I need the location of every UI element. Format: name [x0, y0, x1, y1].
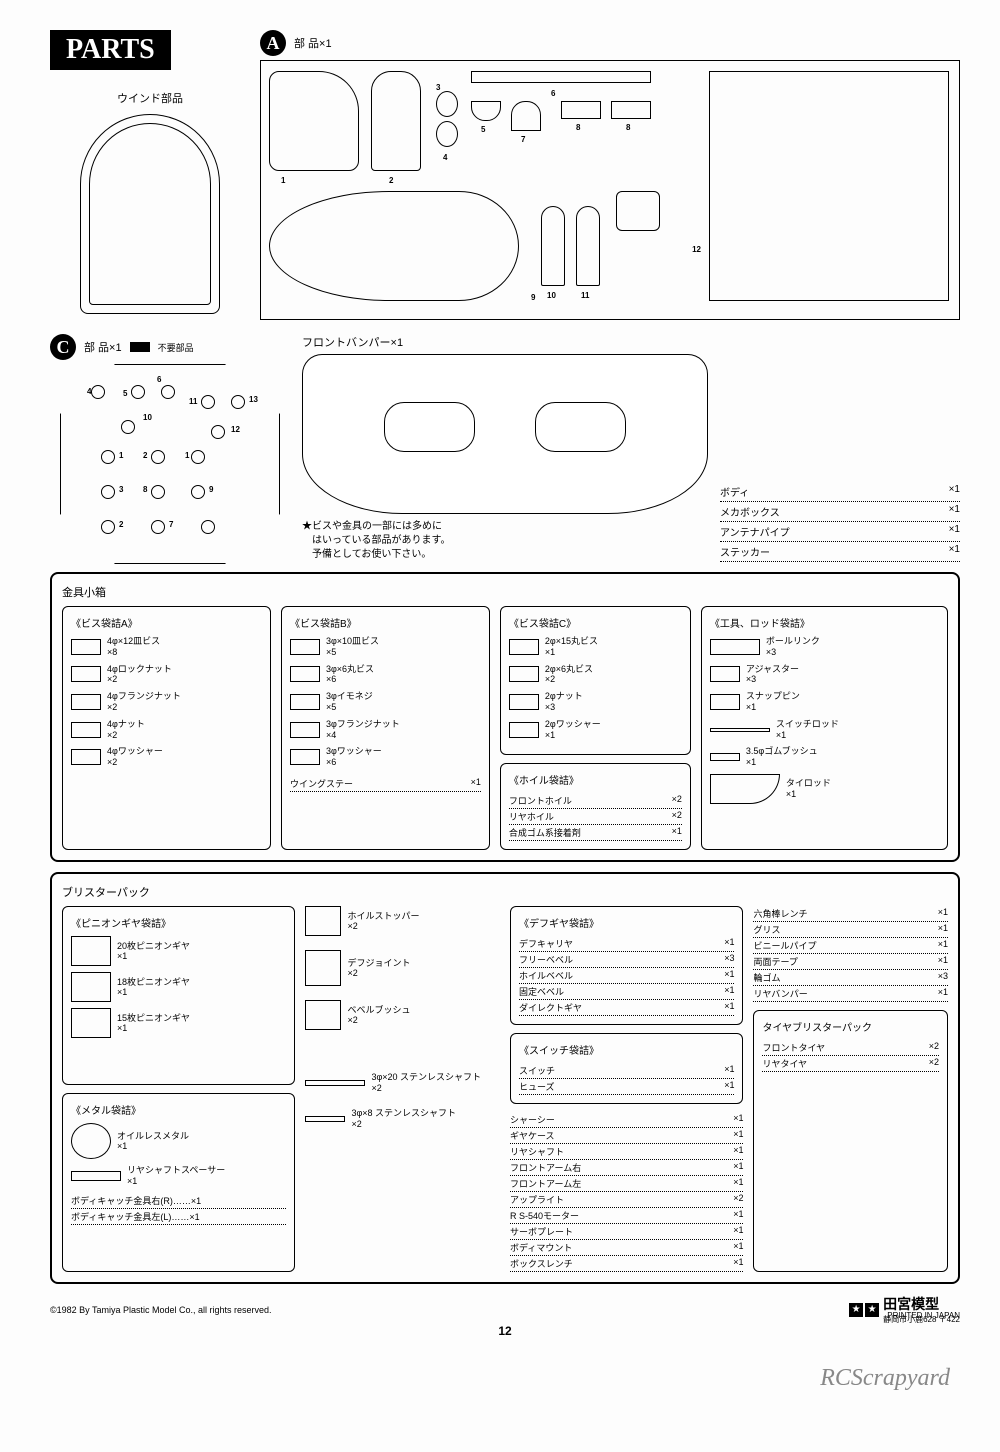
- hardware-title: 金具小箱: [62, 584, 948, 600]
- loose-parts-list: ボディ×1 メカボックス×1 アンテナパイプ×1 ステッカー×1: [720, 482, 960, 562]
- sprue-c-letter: C: [50, 334, 76, 360]
- tools-list: 六角棒レンチ×1 グリス×1 ビニールパイプ×1 両面テープ×1 輪ゴム×3 リ…: [753, 906, 948, 1002]
- sprue-a-label: 部 品×1: [294, 35, 332, 51]
- wheel-bag-title: 《ホイル袋詰》: [509, 772, 682, 787]
- tool-bag-title: 《工具、ロッド袋詰》: [710, 615, 939, 630]
- tire-pack-box: タイヤブリスターパック フロントタイヤ×2 リヤタイヤ×2: [753, 1010, 948, 1272]
- window-diagram: [80, 114, 220, 314]
- page-number: 12: [50, 1324, 960, 1338]
- bag-a-title: 《ビス袋詰A》: [71, 615, 262, 630]
- blister-title: ブリスターパック: [62, 884, 948, 900]
- bag-c-title: 《ビス袋詰C》: [509, 615, 682, 630]
- sprue-a-letter: A: [260, 30, 286, 56]
- sprue-c-diagram: 4 5 6 11 13 10 12 1 2 1 3 8 9 2 7: [60, 364, 280, 564]
- sprue-c-label: 部 品×1: [84, 339, 122, 355]
- tamiya-logo-icon: ★★: [849, 1303, 879, 1317]
- bumper-label: フロントバンパー×1: [302, 334, 708, 350]
- blister-box: ブリスターパック 《ピニオンギヤ袋詰》 20枚ピニオンギヤ×1 18枚ピニオンギ…: [50, 872, 960, 1284]
- note-line2: はいっている部品があります。: [302, 534, 708, 548]
- sprue-a-diagram: 1 2 3 4 6 5 7 8 8 9 1: [260, 60, 960, 320]
- page-footer: ©1982 By Tamiya Plastic Model Co., all r…: [50, 1294, 960, 1325]
- bag-b-title: 《ビス袋詰B》: [290, 615, 481, 630]
- note-line1: ★ビスや金具の一部には多めに: [302, 520, 708, 534]
- chassis-list: シャーシー×1 ギヤケース×1 リヤシャフト×1 フロントアーム右×1 フロント…: [510, 1112, 743, 1272]
- hardware-box: 金具小箱 《ビス袋詰A》 4φ×12皿ビス×8 4φロックナット×2 4φフラン…: [50, 572, 960, 862]
- parts-banner: PARTS: [50, 30, 171, 70]
- note-line3: 予備としてお使い下さい。: [302, 548, 708, 562]
- bumper-diagram: [302, 354, 708, 514]
- unused-indicator: [130, 342, 150, 352]
- watermark: RCScrapyard: [820, 1365, 950, 1392]
- copyright-text: ©1982 By Tamiya Plastic Model Co., all r…: [50, 1305, 272, 1315]
- window-label: ウインド部品: [50, 90, 250, 106]
